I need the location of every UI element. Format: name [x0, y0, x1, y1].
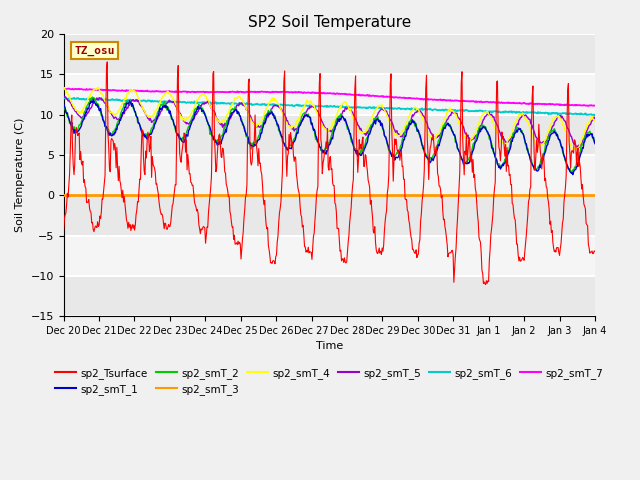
Bar [63, 276, 595, 316]
Bar [63, 74, 595, 115]
Bar [63, 236, 595, 276]
Bar [63, 155, 595, 195]
Y-axis label: Soil Temperature (C): Soil Temperature (C) [15, 118, 25, 232]
Legend: sp2_Tsurface, sp2_smT_1, sp2_smT_2, sp2_smT_3, sp2_smT_4, sp2_smT_5, sp2_smT_6, : sp2_Tsurface, sp2_smT_1, sp2_smT_2, sp2_… [51, 364, 607, 399]
X-axis label: Time: Time [316, 341, 343, 351]
Title: SP2 Soil Temperature: SP2 Soil Temperature [248, 15, 411, 30]
Bar [63, 195, 595, 236]
Bar [63, 115, 595, 155]
Bar [63, 34, 595, 74]
Text: TZ_osu: TZ_osu [74, 46, 115, 56]
